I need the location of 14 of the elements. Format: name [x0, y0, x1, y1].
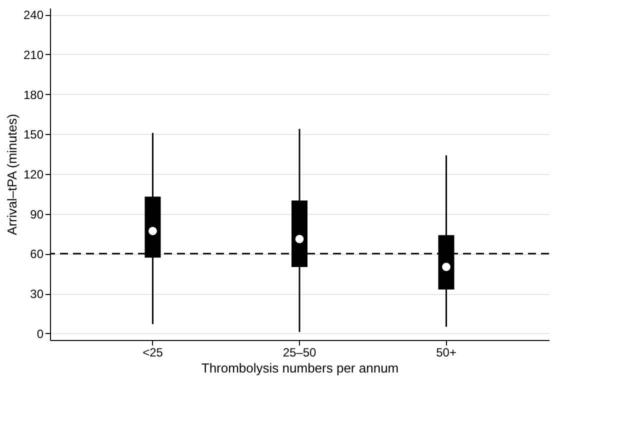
- y-tick-label: 30: [30, 287, 44, 302]
- y-tick-label: 240: [23, 8, 44, 22]
- y-tick-label: 150: [23, 128, 44, 142]
- x-axis-title: Thrombolysis numbers per annum: [201, 360, 399, 376]
- y-tick-label: 60: [30, 247, 44, 262]
- y-tick-label: 0: [36, 326, 44, 341]
- x-tick-label: 25–50: [282, 346, 317, 360]
- y-tick-label: 120: [23, 168, 44, 182]
- y-tick-label: 90: [30, 207, 44, 222]
- y-tick-label: 180: [23, 88, 44, 102]
- x-tick-label: 50+: [436, 346, 456, 360]
- y-tick-label: 210: [23, 48, 44, 62]
- y-axis-title: Arrival–tPA (minutes): [4, 114, 20, 236]
- x-tick-label: <25: [142, 346, 164, 360]
